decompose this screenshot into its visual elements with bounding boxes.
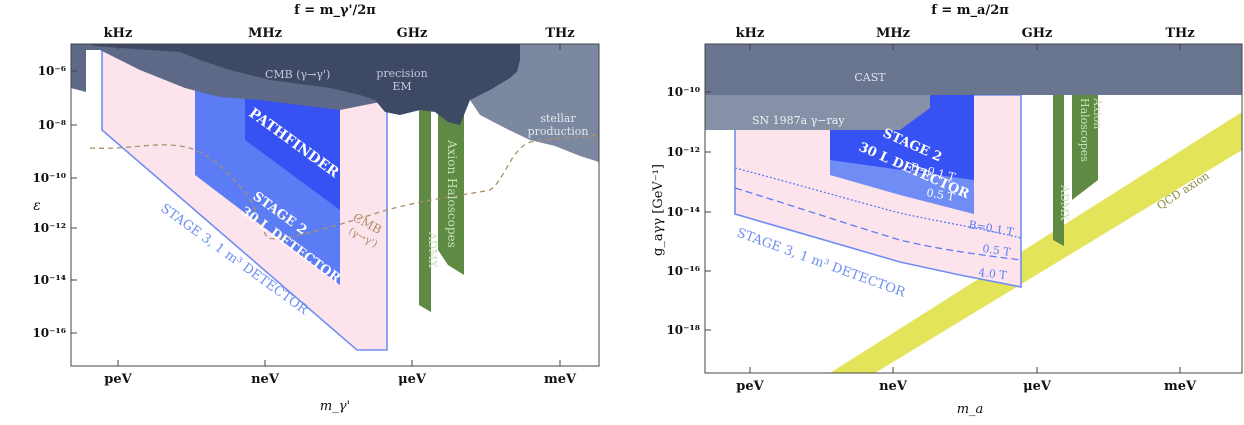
left-chart-title: f = m_γ'/2π — [294, 3, 376, 18]
left-cmb-label: CMB (γ→γ') — [265, 68, 330, 81]
right-sn1987a-label: SN 1987a γ−ray — [752, 114, 845, 127]
left-ytick-label: 10⁻¹⁶ — [32, 326, 66, 340]
left-top-tick-label: THz — [545, 26, 574, 41]
right-top-tick-label: THz — [1165, 26, 1194, 41]
right-ytick-label: 10⁻¹⁶ — [666, 264, 700, 278]
right-haloscope-bar — [1072, 95, 1098, 200]
right-ytick-label: 10⁻¹⁰ — [666, 85, 700, 99]
right-stage2-lighter — [830, 160, 974, 214]
right-ytick-label: 10⁻¹⁴ — [666, 205, 700, 219]
right-b05-line — [734, 187, 1022, 261]
left-xlabel: m_γ' — [320, 399, 350, 414]
left-top-tick-label: MHz — [248, 26, 282, 41]
right-xtick-label: μeV — [1023, 379, 1052, 394]
left-edge-block — [71, 44, 86, 92]
left-ytick-label: 10⁻¹² — [32, 221, 66, 235]
right-admx-bar — [1053, 95, 1064, 246]
right-ytick-label: 10⁻¹⁸ — [666, 323, 700, 337]
left-top-tick-label: GHz — [397, 26, 428, 41]
right-admx-label: ADMX — [1058, 184, 1071, 221]
right-top-tick-label: MHz — [876, 26, 910, 41]
left-ytick-label: 10⁻¹⁰ — [32, 171, 66, 185]
right-stage3-b05-label: 0.5 T — [982, 242, 1013, 259]
right-xtick-label: peV — [736, 379, 764, 394]
right-ylabel: g_aγγ [GeV⁻¹] — [651, 164, 666, 256]
left-chart: f = m_γ'/2π CMB (γ→γ') pr — [32, 3, 600, 414]
left-stellar-label-1: stellar — [540, 112, 576, 125]
left-precision-label-2: EM — [392, 80, 411, 93]
left-ytick-label: 10⁻¹⁴ — [32, 273, 66, 287]
right-xtick-label: neV — [879, 379, 908, 394]
left-ticks: peV neV μeV meV kHz MHz GHz THz 10⁻⁶ 10⁻⁸ 10⁻¹⁰ 10⁻… — [32, 26, 577, 387]
right-chart-title: f = m_a/2π — [931, 3, 1009, 18]
left-top-tick-label: kHz — [104, 26, 133, 41]
left-xtick-label: peV — [104, 372, 132, 387]
right-haloscope-label-1: Axion — [1091, 97, 1104, 129]
left-ylabel: ε — [33, 198, 41, 214]
right-ytick-label: 10⁻¹² — [666, 145, 700, 159]
right-qcd-band — [830, 112, 1242, 373]
left-frame — [70, 43, 600, 367]
left-haloscope-label: Axion Haloscopes — [445, 139, 459, 248]
right-xtick-label: meV — [1164, 379, 1197, 394]
right-stage2-b05-label: 0.5 T — [925, 186, 956, 204]
right-top-tick-label: GHz — [1022, 26, 1053, 41]
left-admx-label: ADMX — [426, 231, 439, 268]
left-cmb-dashed-curve — [89, 134, 599, 240]
right-xlabel: m_a — [957, 402, 984, 417]
right-b01-line — [734, 167, 1022, 239]
left-xtick-label: neV — [251, 372, 280, 387]
left-ytick-label: 10⁻⁶ — [38, 64, 66, 78]
right-cast-label: CAST — [854, 71, 886, 84]
right-haloscope-label-2: Haloscopes — [1078, 98, 1091, 162]
right-ticks: peV neV μeV meV kHz MHz GHz THz 10⁻¹⁰ 10⁻¹² 10⁻¹⁴ 1… — [666, 26, 1197, 394]
left-xtick-label: meV — [544, 372, 577, 387]
right-frame — [704, 43, 1243, 374]
left-stellar-overlay — [505, 44, 599, 162]
right-top-tick-label: kHz — [736, 26, 765, 41]
left-stellar-label-2: production — [528, 125, 589, 138]
left-ytick-label: 10⁻⁸ — [38, 118, 66, 132]
left-precision-em-region — [88, 44, 540, 125]
left-xtick-label: μeV — [398, 372, 427, 387]
right-sn1987a-region — [705, 95, 930, 130]
left-precision-label-1: precision — [376, 67, 427, 80]
right-stage3-b40-label: 4.0 T — [978, 266, 1008, 282]
right-cast-region — [705, 44, 1242, 95]
left-admx-bar — [419, 110, 431, 312]
right-chart: f = m_a/2π CAST SN 1987a γ−ray STAGE 2 3… — [651, 3, 1243, 417]
left-haloscope-bar — [438, 110, 464, 275]
